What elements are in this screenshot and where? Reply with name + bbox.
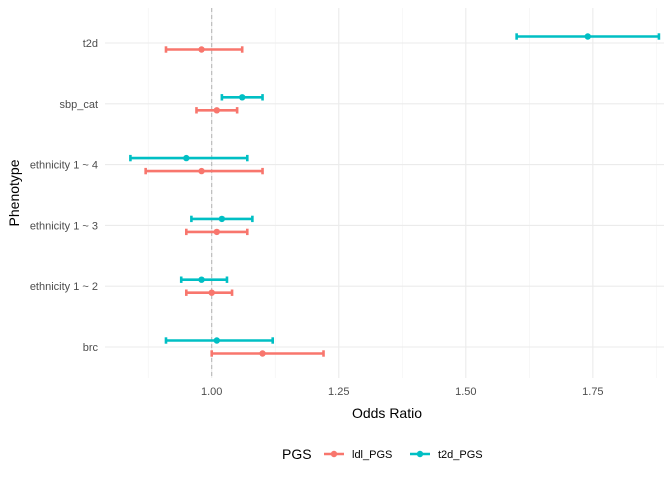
errorbar-t2d_PGS-ethnicity-1-~-3 bbox=[190, 215, 254, 223]
estimate-point bbox=[183, 154, 190, 162]
legend-key-point bbox=[416, 450, 424, 458]
legend-key-t2d_PGS bbox=[410, 450, 430, 458]
error-bars bbox=[129, 33, 661, 357]
major-grid bbox=[105, 8, 664, 378]
errorbar-ldl_PGS-ethnicity-1-~-3 bbox=[185, 228, 249, 236]
estimate-point bbox=[218, 215, 226, 223]
minor-grid bbox=[147, 8, 657, 378]
y-tick-label: ethnicity 1 ~ 4 bbox=[30, 160, 98, 172]
x-tick-label: 1.00 bbox=[201, 386, 222, 398]
y-axis-ticks: t2d sbp_cat ethnicity 1 ~ 4 ethnicity 1 ~ 3… bbox=[30, 38, 99, 354]
errorbar-t2d_PGS-ethnicity-1-~-4 bbox=[129, 154, 249, 162]
x-axis-ticks: 1.00 1.25 1.50 1.75 bbox=[201, 386, 604, 398]
y-tick-label: t2d bbox=[83, 38, 98, 50]
legend: PGS ldl_PGS t2d_PGS bbox=[282, 446, 483, 462]
x-tick-label: 1.25 bbox=[328, 386, 349, 398]
errorbar-ldl_PGS-sbp_cat bbox=[195, 107, 239, 114]
estimate-point bbox=[213, 107, 220, 114]
errorbar-t2d_PGS-brc bbox=[164, 337, 275, 344]
estimate-point bbox=[584, 33, 591, 40]
errorbar-t2d_PGS-ethnicity-1-~-2 bbox=[179, 276, 229, 283]
errorbar-ldl_PGS-ethnicity-1-~-2 bbox=[185, 289, 234, 296]
estimate-point bbox=[198, 276, 205, 283]
estimate-point bbox=[208, 289, 215, 296]
x-axis-title: Odds Ratio bbox=[352, 405, 422, 421]
y-tick-label: ethnicity 1 ~ 2 bbox=[30, 281, 98, 293]
estimate-point bbox=[239, 94, 246, 101]
legend-key-point bbox=[330, 450, 338, 458]
errorbar-t2d_PGS-t2d bbox=[515, 33, 661, 40]
estimate-point bbox=[198, 46, 205, 53]
y-axis-title: Phenotype bbox=[6, 159, 22, 226]
y-tick-label: ethnicity 1 ~ 3 bbox=[30, 220, 98, 232]
errorbar-ldl_PGS-brc bbox=[210, 350, 325, 357]
errorbar-ldl_PGS-ethnicity-1-~-4 bbox=[144, 167, 264, 175]
estimate-point bbox=[198, 167, 205, 175]
estimate-point bbox=[213, 337, 220, 344]
errorbar-t2d_PGS-sbp_cat bbox=[220, 94, 264, 101]
estimate-point bbox=[259, 350, 266, 357]
y-tick-label: brc bbox=[83, 342, 99, 354]
x-tick-label: 1.50 bbox=[455, 386, 476, 398]
errorbar-ldl_PGS-t2d bbox=[164, 46, 244, 53]
estimate-point bbox=[213, 228, 220, 236]
legend-label: t2d_PGS bbox=[438, 449, 483, 461]
legend-title: PGS bbox=[282, 446, 312, 462]
y-tick-label: sbp_cat bbox=[59, 99, 98, 111]
legend-key-ldl_PGS bbox=[324, 450, 344, 458]
legend-label: ldl_PGS bbox=[352, 449, 392, 461]
x-tick-label: 1.75 bbox=[582, 386, 603, 398]
